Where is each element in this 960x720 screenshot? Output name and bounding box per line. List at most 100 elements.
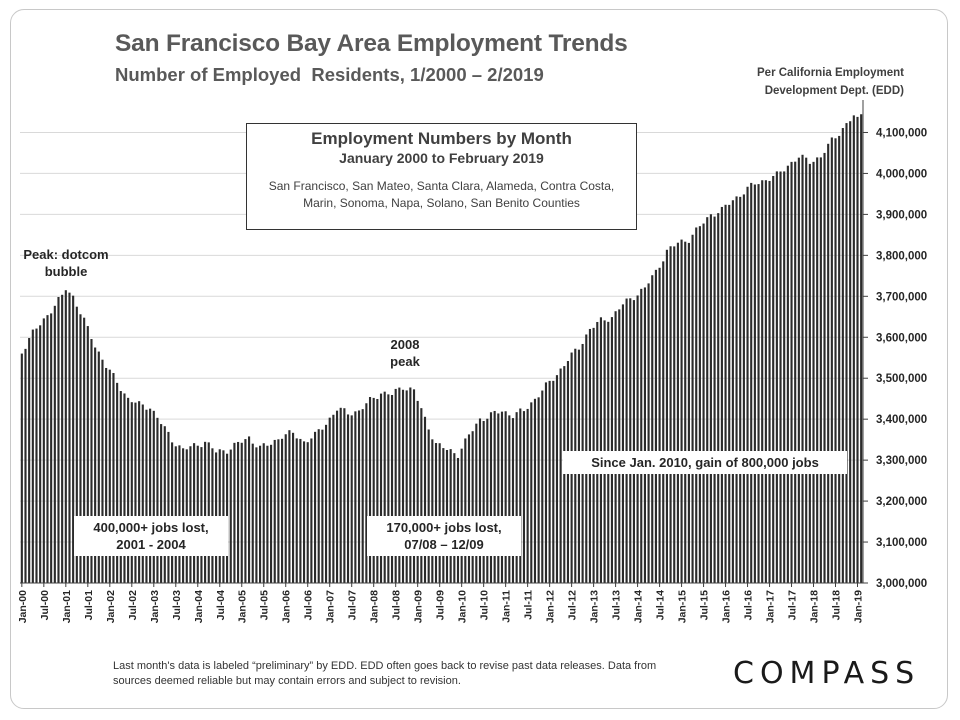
bar <box>182 448 185 583</box>
bar <box>72 295 75 583</box>
annotation-2001-loss-line-2: 2001 - 2004 <box>116 537 186 552</box>
bar <box>636 295 639 583</box>
bar <box>783 171 786 583</box>
bar <box>390 395 394 583</box>
bar <box>42 318 45 583</box>
annotation-2008-loss: 170,000+ jobs lost, 07/08 – 12/09 <box>367 516 521 556</box>
compass-logo: COMPASS <box>733 656 921 691</box>
x-tick-label: Jul-11 <box>523 590 535 620</box>
x-tick-label: Jan-03 <box>149 590 161 623</box>
bar <box>193 443 196 583</box>
annotation-2008-peak: 2008 peak <box>370 336 440 370</box>
annotation-2008-loss-line-1: 170,000+ jobs lost, <box>386 520 502 535</box>
bar <box>383 391 386 583</box>
bar <box>61 294 64 583</box>
x-tick-label: Jul-03 <box>171 590 183 621</box>
bar <box>845 123 848 583</box>
bar <box>442 448 445 583</box>
bar <box>130 402 133 583</box>
bar <box>500 411 504 583</box>
bar <box>83 317 86 583</box>
bar <box>471 431 474 583</box>
x-tick-label: Jan-11 <box>501 590 513 623</box>
bar <box>651 275 654 583</box>
bar <box>317 429 320 583</box>
bar <box>643 287 646 583</box>
y-tick-label: 3,100,000 <box>876 537 927 549</box>
annotation-dotcom-peak: Peak: dotcom bubble <box>23 247 109 279</box>
bar <box>24 348 27 583</box>
y-tick-label: 3,000,000 <box>876 578 927 590</box>
bar <box>372 397 375 583</box>
bar <box>273 439 276 583</box>
bar <box>94 347 97 583</box>
bar <box>713 216 716 583</box>
bar <box>196 445 199 583</box>
bar <box>152 410 155 583</box>
bar <box>856 116 859 583</box>
bar <box>295 438 298 583</box>
bar <box>720 206 723 583</box>
bar <box>86 326 89 583</box>
bar <box>248 436 251 583</box>
info-box-counties: San Francisco, San Mateo, Santa Clara, A… <box>268 179 615 210</box>
bar <box>467 434 471 583</box>
bar <box>281 438 284 583</box>
bar <box>420 408 423 583</box>
bar <box>541 390 544 583</box>
bar <box>335 410 339 583</box>
bar <box>522 411 526 583</box>
bar <box>801 154 804 583</box>
bar <box>167 431 170 583</box>
bar <box>779 171 782 583</box>
bar <box>174 446 177 583</box>
bar <box>53 305 56 583</box>
footnote: Last month's data is labeled “preliminar… <box>113 660 657 687</box>
bar <box>647 283 650 583</box>
bar <box>610 317 613 583</box>
bar <box>680 239 683 583</box>
bar <box>189 446 192 583</box>
bar <box>376 399 379 583</box>
bar <box>302 441 306 583</box>
x-tick-label: Jan-07 <box>325 590 337 623</box>
bar <box>761 180 764 584</box>
y-tick-label: 3,200,000 <box>876 496 927 508</box>
bar <box>119 391 122 583</box>
source-note: Per California Employment Development De… <box>757 64 904 100</box>
bar <box>563 366 566 583</box>
info-box: Employment Numbers by Month January 2000… <box>246 123 637 230</box>
bar <box>684 241 687 583</box>
bar <box>673 246 676 583</box>
axes <box>20 100 864 587</box>
bar <box>123 393 126 583</box>
bar <box>284 434 287 583</box>
bar <box>808 163 811 583</box>
bar <box>178 445 181 583</box>
bar <box>838 135 841 584</box>
bar <box>841 128 844 584</box>
bar <box>262 443 265 583</box>
bar <box>306 442 309 583</box>
bar <box>724 204 727 583</box>
bar <box>229 449 232 583</box>
bar <box>460 448 463 583</box>
bar <box>200 447 203 583</box>
x-tick-label: Jan-18 <box>809 590 821 623</box>
bar <box>240 442 243 583</box>
bar <box>105 367 108 583</box>
bar <box>559 368 562 583</box>
bar <box>299 438 302 583</box>
bar <box>346 414 350 583</box>
bar <box>511 418 515 583</box>
bar <box>555 375 559 583</box>
bar <box>709 214 712 583</box>
bar <box>742 194 745 583</box>
bar <box>324 424 328 583</box>
bar <box>204 441 207 583</box>
bar <box>662 261 665 583</box>
x-tick-label: Jan-12 <box>545 590 557 623</box>
bar <box>244 439 247 583</box>
bar <box>706 217 709 584</box>
x-tick-label: Jan-16 <box>721 590 733 623</box>
